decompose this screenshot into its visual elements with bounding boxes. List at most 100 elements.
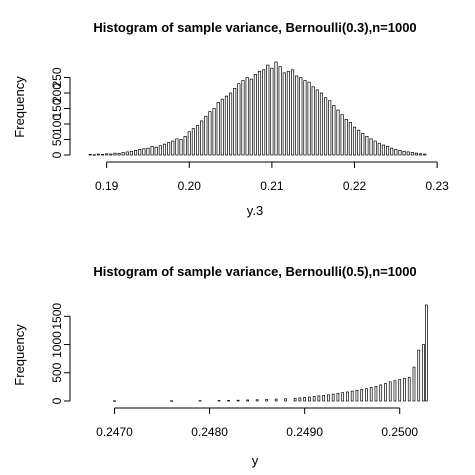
y-tick-label: 500 — [50, 362, 64, 382]
histogram-bar — [425, 304, 428, 402]
histogram-bar — [191, 128, 195, 156]
x-tick-label: 0.20 — [178, 179, 202, 193]
histogram-bar — [336, 393, 340, 402]
histogram-bar — [311, 86, 315, 156]
histogram-bar — [167, 142, 171, 156]
histogram-bar — [331, 393, 335, 402]
histogram-bar — [170, 400, 173, 402]
histogram-bar — [286, 70, 290, 156]
histogram-bar — [134, 150, 138, 156]
histogram-bar — [324, 97, 328, 156]
histogram-bar — [402, 150, 406, 156]
x-axis-label: y.3 — [247, 203, 263, 218]
histogram-bar — [100, 154, 105, 156]
histogram-bar — [109, 153, 113, 156]
histogram-bar — [179, 139, 183, 156]
histogram-bar — [293, 397, 297, 402]
histogram-bar — [129, 150, 133, 156]
histogram-bar — [208, 111, 212, 156]
histogram-bar — [121, 152, 125, 156]
y-tick-label: 0 — [50, 397, 64, 404]
histogram-bar — [198, 400, 202, 402]
histogram-bar — [348, 122, 352, 156]
histogram-bar — [384, 383, 387, 402]
histogram-bar — [117, 153, 121, 156]
histogram-bar — [227, 400, 230, 402]
y-tick-label: 150 — [50, 98, 64, 118]
histogram-bar — [229, 92, 233, 156]
histogram-bar — [360, 389, 364, 402]
histogram-bar — [299, 77, 303, 156]
x-axis-label: y — [252, 453, 259, 468]
y-tick-label: 0 — [50, 151, 64, 158]
histogram-bar — [237, 83, 241, 156]
chart-title: Histogram of sample variance, Bernoulli(… — [93, 20, 416, 35]
histogram-bar — [241, 80, 245, 156]
histogram-bar — [423, 153, 427, 156]
histogram-bar — [284, 398, 287, 402]
histogram-bar — [393, 380, 397, 402]
histogram-bar — [295, 75, 299, 156]
x-tick-label: 0.2490 — [286, 425, 323, 439]
histogram-bar — [388, 381, 392, 402]
histogram-bar — [417, 349, 421, 402]
y-tick-label: 1000 — [50, 331, 64, 358]
histogram-bar — [138, 149, 142, 156]
y-axis-label: Frequency — [12, 76, 27, 138]
y-tick-label: 200 — [50, 83, 64, 103]
histogram-bar — [381, 144, 385, 156]
histogram-bar — [379, 384, 383, 402]
histogram-bar — [282, 72, 286, 156]
histogram-bar — [146, 147, 150, 156]
y-tick-label: 100 — [50, 114, 64, 134]
x-tick-label: 0.22 — [343, 179, 367, 193]
histogram-bar — [317, 395, 321, 402]
histogram-bar — [158, 145, 162, 156]
histogram-bar — [398, 150, 402, 156]
histogram-bar — [150, 145, 154, 156]
histogram-bar — [265, 399, 268, 402]
histogram-bar — [142, 148, 146, 156]
histogram-bar — [270, 67, 274, 156]
histogram-bar — [274, 398, 278, 402]
histogram-bar — [183, 136, 187, 156]
histogram-bar — [369, 138, 373, 156]
histogram-bar — [224, 95, 229, 156]
histogram-bar — [410, 152, 414, 156]
histogram-bar — [257, 70, 262, 156]
histogram-bar — [319, 92, 324, 156]
histogram-bar — [212, 108, 216, 156]
histogram-bar — [175, 138, 179, 156]
histogram-bar — [373, 140, 377, 156]
histogram-bar — [365, 388, 368, 402]
histogram-bar — [253, 74, 257, 156]
histogram-bar — [171, 140, 175, 156]
histogram-bar — [125, 151, 129, 156]
histogram-bar — [322, 395, 326, 402]
histogram-bar — [204, 115, 208, 156]
histogram-bar — [328, 100, 332, 156]
histogram-bar — [422, 344, 425, 402]
histogram-bar — [200, 120, 204, 156]
x-tick-label: 0.2480 — [191, 425, 228, 439]
histogram-bar — [336, 109, 340, 156]
histogram-bar — [327, 394, 330, 402]
x-tick-label: 0.21 — [260, 179, 284, 193]
histogram-bar — [407, 376, 411, 402]
histogram-bar — [390, 147, 394, 156]
histogram-bar — [245, 77, 249, 156]
histogram-bar — [398, 379, 402, 402]
y-tick-label: 250 — [50, 67, 64, 87]
histogram-bar — [92, 154, 96, 156]
histogram-bar — [236, 399, 240, 402]
histogram-bar — [96, 153, 100, 156]
y-axis-label: Frequency — [12, 324, 27, 386]
histogram-bar — [274, 61, 278, 156]
histogram-bar — [341, 392, 345, 402]
histogram-bar — [403, 378, 406, 402]
histogram-bar — [291, 69, 295, 156]
histogram-bar — [386, 145, 390, 156]
histogram-bar — [355, 389, 359, 402]
